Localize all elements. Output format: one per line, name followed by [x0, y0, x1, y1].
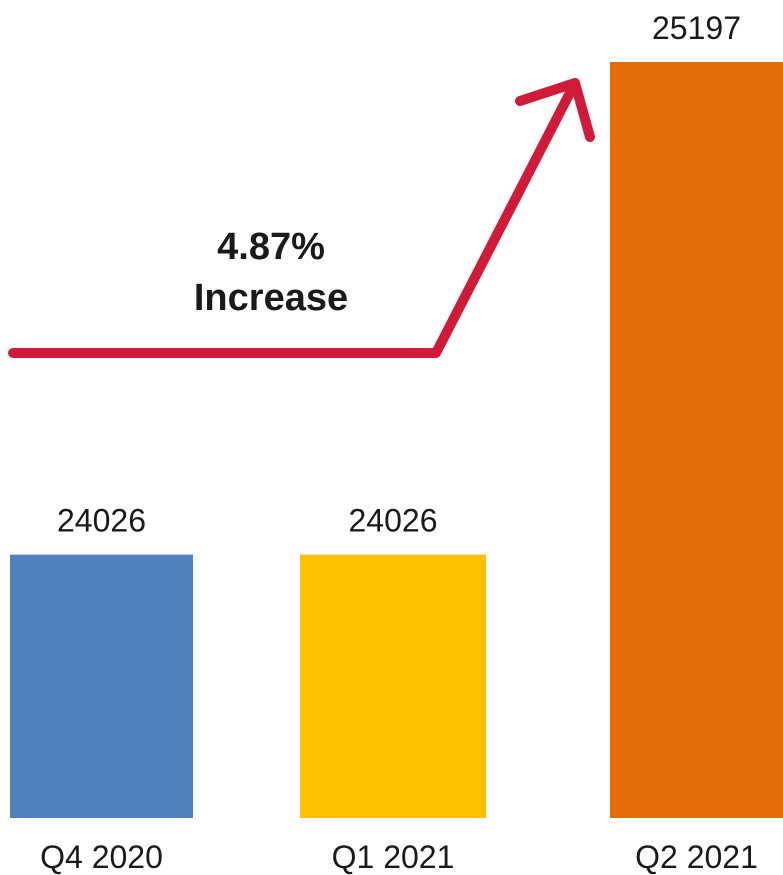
- value-labels-group: 24026 24026 25197: [57, 10, 741, 539]
- bar-q4-2020: [10, 554, 193, 818]
- bar-q1-2021: [300, 554, 486, 818]
- category-label: Q4 2020: [40, 839, 163, 875]
- value-label: 24026: [57, 503, 146, 539]
- category-labels-group: Q4 2020 Q1 2021 Q2 2021: [40, 839, 758, 875]
- growth-arrow-head: [515, 78, 595, 142]
- growth-arrow-line: [8, 78, 580, 358]
- bar-q2-2021: [610, 62, 783, 818]
- bars-group: [10, 62, 783, 818]
- value-label: 24026: [349, 503, 438, 539]
- annotation-percent: 4.87%: [217, 226, 325, 268]
- category-label: Q1 2021: [332, 839, 455, 875]
- value-label: 25197: [652, 10, 741, 46]
- annotation-increase: Increase: [194, 277, 348, 319]
- category-label: Q2 2021: [635, 839, 758, 875]
